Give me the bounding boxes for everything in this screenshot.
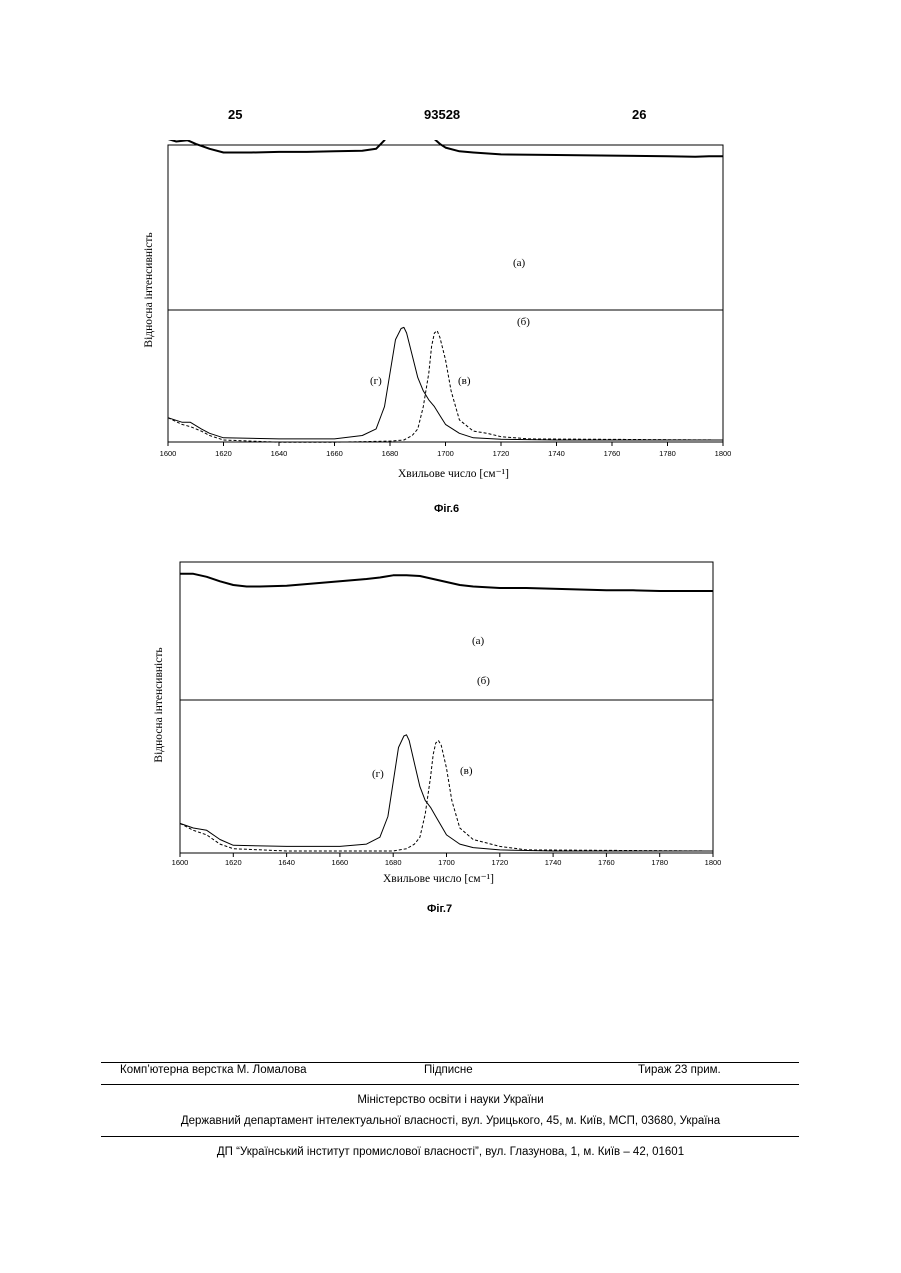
- x-tick-label: 1680: [385, 858, 402, 867]
- series-line: [180, 574, 713, 591]
- series-label: (г): [370, 375, 382, 387]
- series-line: [168, 331, 723, 443]
- x-axis-label: Хвильове число [см⁻¹]: [398, 468, 509, 480]
- x-tick-label: 1600: [160, 449, 177, 458]
- x-axis-label: Хвильове число [см⁻¹]: [383, 873, 494, 885]
- x-tick-label: 1700: [437, 449, 454, 458]
- x-tick-label: 1640: [278, 858, 295, 867]
- series-label: (а): [513, 257, 526, 269]
- series-label: (в): [458, 375, 471, 387]
- patent-number: 93528: [424, 107, 460, 122]
- series-line: [168, 140, 723, 157]
- series-label: (г): [372, 768, 384, 780]
- x-tick-label: 1720: [493, 449, 510, 458]
- series-line: [180, 735, 713, 851]
- figure-6: 1600 1620 1640 1660 1680 1700 1720 1740 1760 1780…: [0, 140, 901, 520]
- signed-note: Підписне: [424, 1064, 473, 1076]
- x-tick-label: 1740: [548, 449, 565, 458]
- circulation-note: Тираж 23 прим.: [638, 1064, 721, 1076]
- x-tick-label: 1620: [225, 858, 242, 867]
- plot-frame: [168, 145, 723, 442]
- typesetting-credit: Комп’ютерна верстка М. Ломалова: [120, 1064, 307, 1076]
- x-tick-label: 1800: [705, 858, 722, 867]
- series-line: [168, 327, 723, 440]
- page-number-left: 25: [228, 107, 242, 122]
- x-tick-label: 1600: [172, 858, 189, 867]
- y-axis-label: Відносна інтенсивність: [153, 647, 165, 762]
- page-number-right: 26: [632, 107, 646, 122]
- x-tick-label: 1720: [491, 858, 508, 867]
- figure-6-caption: Фіг.6: [434, 503, 459, 515]
- institute-line: ДП “Український інститут промислової вла…: [0, 1146, 901, 1158]
- series-label: (а): [472, 635, 485, 647]
- figure-7-caption: Фіг.7: [427, 903, 452, 915]
- department-line: Державний департамент інтелектуальної вл…: [0, 1115, 901, 1127]
- x-tick-label: 1660: [332, 858, 349, 867]
- x-tick-label: 1620: [215, 449, 232, 458]
- x-tick-label: 1740: [545, 858, 562, 867]
- x-tick-label: 1680: [382, 449, 399, 458]
- series-label: (в): [460, 765, 473, 777]
- x-tick-label: 1780: [659, 449, 676, 458]
- series-label: (б): [517, 316, 530, 328]
- plot-frame: [180, 562, 713, 853]
- footer-rule-top: [101, 1062, 799, 1063]
- x-tick-label: 1700: [438, 858, 455, 867]
- series-label: (б): [477, 675, 490, 687]
- x-tick-label: 1760: [604, 449, 621, 458]
- footer-rule-bottom: [101, 1136, 799, 1137]
- x-tick-label: 1760: [598, 858, 615, 867]
- x-tick-label: 1660: [326, 449, 343, 458]
- x-tick-label: 1800: [715, 449, 732, 458]
- footer-rule-middle: [101, 1084, 799, 1085]
- y-axis-label: Відносна інтенсивність: [143, 232, 155, 347]
- figure-6-chart: 1600 1620 1640 1660 1680 1700 1720 1740 1760 1780…: [0, 140, 901, 490]
- x-tick-label: 1640: [271, 449, 288, 458]
- x-tick-label: 1780: [651, 858, 668, 867]
- figure-7-chart: 1600 1620 1640 1660 1680 1700 1720 1740 1760 1780…: [0, 555, 901, 900]
- ministry-line: Міністерство освіти і науки України: [0, 1094, 901, 1106]
- figure-7: 1600 1620 1640 1660 1680 1700 1720 1740 1760 1780…: [0, 555, 901, 935]
